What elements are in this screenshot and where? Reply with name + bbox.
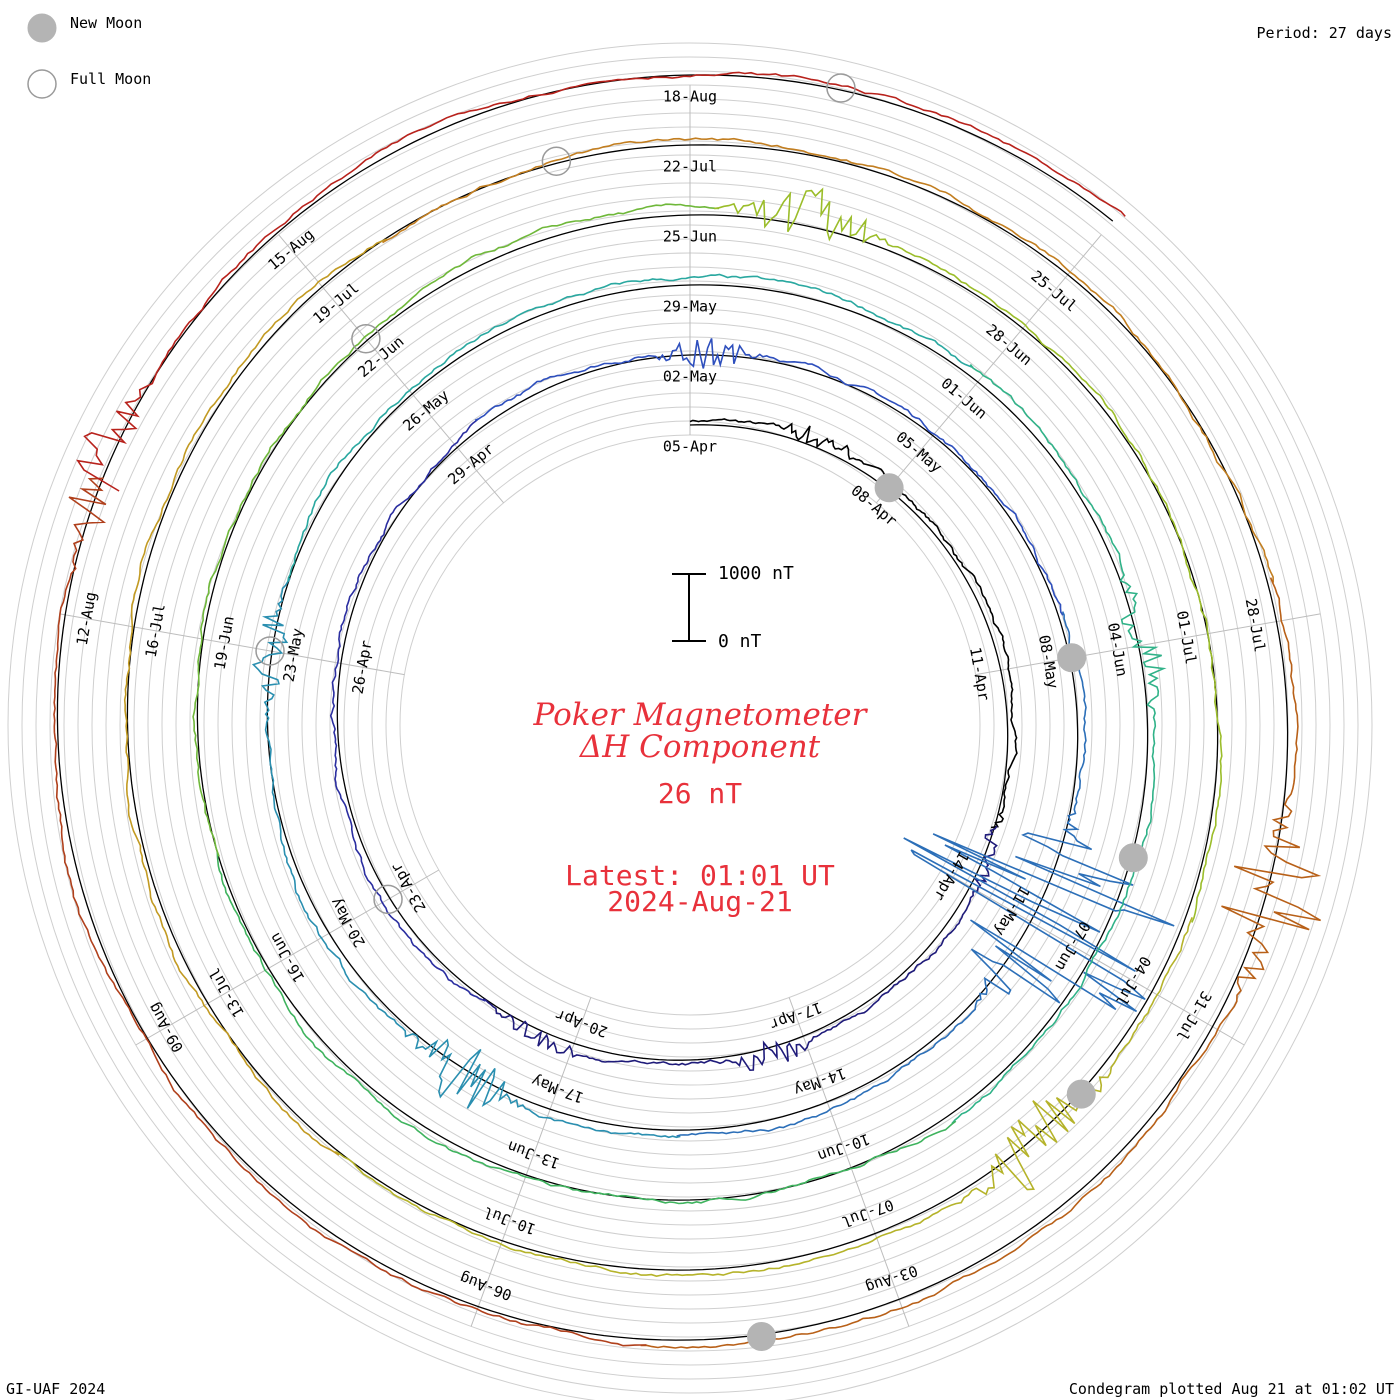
trace-segment	[123, 238, 387, 1156]
date-tick-label: 04-Jun	[1104, 621, 1131, 677]
date-tick-label: 23-Apr	[387, 860, 430, 916]
date-tick-label: 18-Aug	[663, 88, 717, 106]
day-spokes	[59, 85, 1321, 1327]
date-tick-label: 13-Jun	[505, 1137, 562, 1172]
new-moon-marker	[1118, 843, 1148, 873]
trace-segment	[382, 137, 1274, 583]
date-tick-label: 26-May	[399, 386, 452, 435]
date-tick-label: 17-Apr	[767, 998, 824, 1033]
trace-segment	[676, 611, 1175, 1137]
trace-segment	[192, 203, 720, 857]
latest-time: Latest: 01:01 UT	[565, 859, 835, 892]
latest-date: 2024-Aug-21	[607, 885, 793, 918]
date-tick-label: 13-Jul	[205, 965, 248, 1021]
trace-segment	[474, 338, 1064, 616]
trace-segment	[76, 71, 1126, 492]
chart-title: Poker Magnetometer	[533, 697, 867, 733]
date-tick-label: 07-Jul	[839, 1196, 896, 1231]
trace-segment	[251, 577, 681, 1139]
scale-bottom-label: 0 nT	[718, 631, 762, 652]
grid-ring	[21, 56, 1359, 1394]
date-tick-label: 25-Jun	[663, 228, 717, 246]
new-moon-label: New Moon	[70, 14, 143, 32]
day-spoke	[135, 869, 440, 1046]
date-tick-labels: 05-Apr08-Apr11-Apr14-Apr17-Apr20-Apr23-A…	[73, 88, 1269, 1305]
trace-segment	[640, 577, 1322, 1349]
date-tick-label: 28-Jul	[1242, 597, 1269, 653]
full-moon-marker	[351, 323, 381, 354]
date-tick-label: 29-May	[663, 298, 717, 316]
delta-h-trace	[53, 71, 1322, 1349]
trace-segment	[689, 418, 1018, 829]
chart-subtitle: ΔH Component	[579, 729, 821, 765]
period-label: Period: 27 days	[1256, 24, 1392, 42]
trace-segment	[53, 477, 647, 1347]
scale-top-label: 1000 nT	[718, 563, 794, 584]
new-moon-icon	[27, 13, 57, 43]
new-moon-marker	[1066, 1079, 1096, 1109]
moon-legend	[27, 13, 57, 99]
trace-segment	[329, 418, 486, 1002]
date-tick-label: 20-May	[326, 895, 369, 951]
day-spoke	[59, 613, 405, 676]
grid-ring	[7, 42, 1373, 1400]
date-tick-label: 05-May	[892, 428, 945, 477]
full-moon-marker	[826, 73, 856, 103]
baseline-spiral	[56, 74, 1289, 1341]
date-tick-label: 20-Apr	[553, 1006, 610, 1041]
date-tick-label: 14-May	[791, 1064, 848, 1099]
date-tick-label: 17-May	[529, 1071, 586, 1106]
moon-markers	[255, 73, 1148, 1352]
day-spoke	[788, 997, 910, 1327]
day-spoke	[278, 234, 504, 504]
current-value: 26 nT	[657, 777, 743, 810]
date-tick-label: 19-Jul	[309, 279, 362, 328]
day-spoke	[975, 613, 1321, 676]
new-moon-marker	[746, 1322, 776, 1352]
trace-segment	[951, 364, 1167, 1125]
date-tick-label: 03-Aug	[863, 1261, 920, 1296]
footer-plotted: Condegram plotted Aug 21 at 01:02 UT	[1068, 1380, 1394, 1398]
full-moon-marker	[541, 146, 572, 176]
new-moon-marker	[1057, 643, 1087, 673]
scale-bar	[672, 573, 706, 642]
date-tick-label: 02-May	[663, 368, 717, 386]
date-tick-label: 31-Jul	[1172, 988, 1215, 1044]
baseline-spiral-line	[56, 74, 1289, 1341]
trace-segment	[287, 273, 974, 582]
date-tick-label: 01-Jul	[1173, 609, 1200, 665]
date-tick-label: 08-May	[1035, 634, 1062, 690]
full-moon-icon	[27, 69, 57, 99]
day-spoke	[470, 997, 592, 1327]
date-tick-label: 06-Aug	[457, 1269, 514, 1304]
date-tick-label: 01-Jun	[937, 374, 990, 423]
day-spoke	[876, 234, 1102, 504]
date-tick-label: 22-Jul	[663, 158, 717, 176]
trace-segment	[334, 916, 1193, 1278]
date-tick-label: 10-Jun	[815, 1130, 872, 1165]
date-tick-label: 11-Apr	[966, 646, 993, 702]
date-tick-label: 05-Apr	[663, 438, 717, 456]
new-moon-marker	[874, 473, 904, 503]
full-moon-label: Full Moon	[70, 70, 152, 88]
trace-segment	[714, 187, 1223, 923]
trace-segment	[482, 825, 998, 1072]
full-moon-marker	[255, 636, 285, 666]
footer-credit: GI-UAF 2024	[6, 1380, 106, 1398]
date-tick-label: 10-Jul	[481, 1203, 538, 1238]
full-moon-marker	[373, 884, 403, 915]
grid-ring	[35, 70, 1345, 1380]
trace-segment	[216, 852, 957, 1205]
